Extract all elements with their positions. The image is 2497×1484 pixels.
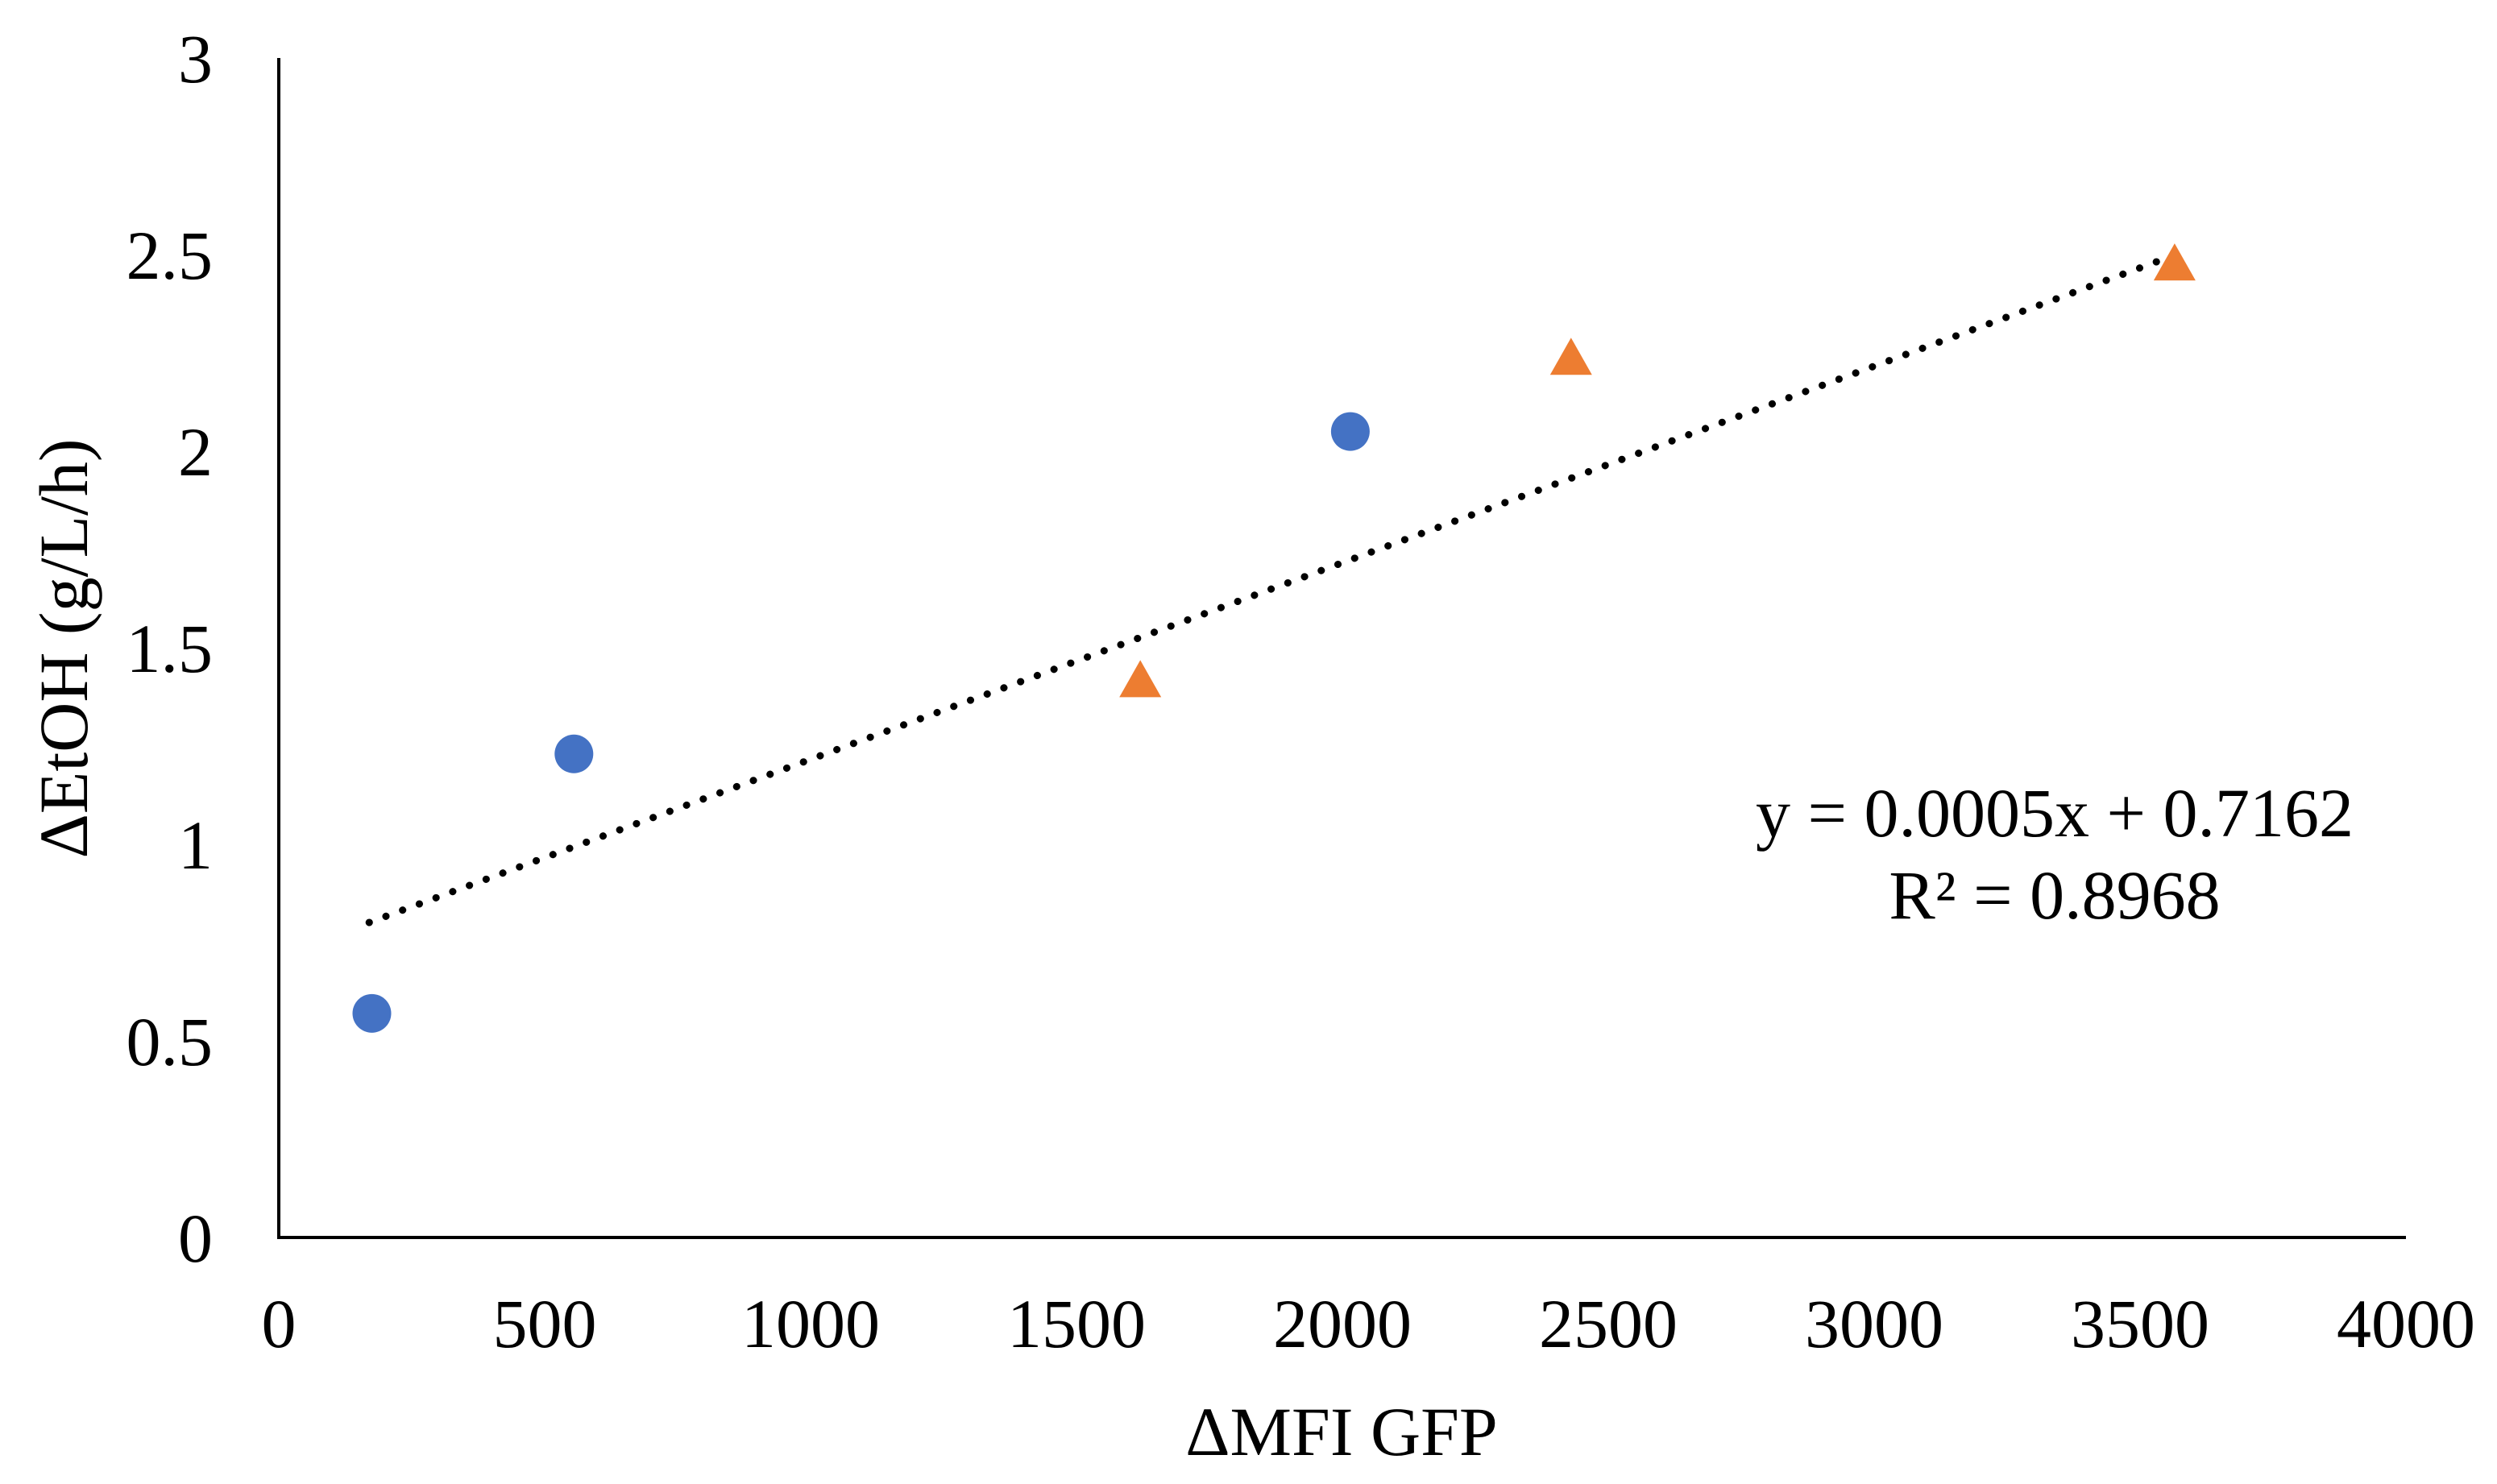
data-point-triangle: [1549, 338, 1592, 375]
y-tick-label: 1: [178, 806, 213, 884]
data-point-triangle: [2153, 243, 2196, 281]
trendline-r-squared: R² = 0.8968: [1889, 856, 2220, 934]
x-axis-title: ΔMFI GFP: [1185, 1393, 1498, 1470]
trendline: [365, 254, 2171, 926]
data-point-triangle: [1119, 660, 1162, 698]
x-tick-label: 2500: [1539, 1285, 1678, 1362]
y-tick-label: 2: [178, 413, 213, 491]
trendline-equation: y = 0.0005x + 0.7162: [1756, 774, 2354, 852]
x-tick-label: 1500: [1007, 1285, 1146, 1362]
data-point-circle: [554, 734, 594, 773]
y-tick-label: 0: [178, 1200, 213, 1277]
y-tick-label: 0.5: [127, 1003, 214, 1080]
y-axis-title: ΔEtOH (g/L/h): [25, 438, 102, 858]
y-tick-label: 1.5: [127, 610, 214, 687]
y-tick-label: 3: [178, 20, 213, 97]
data-point-circle: [352, 993, 392, 1033]
x-tick-label: 3000: [1805, 1285, 1943, 1362]
x-tick-label: 3500: [2071, 1285, 2209, 1362]
y-tick-label: 2.5: [127, 217, 214, 294]
x-tick-label: 0: [262, 1285, 297, 1362]
x-tick-label: 500: [493, 1285, 597, 1362]
x-tick-label: 2000: [1273, 1285, 1412, 1362]
data-point-circle: [1330, 412, 1370, 451]
x-tick-label: 1000: [741, 1285, 880, 1362]
x-tick-label: 4000: [2337, 1285, 2475, 1362]
